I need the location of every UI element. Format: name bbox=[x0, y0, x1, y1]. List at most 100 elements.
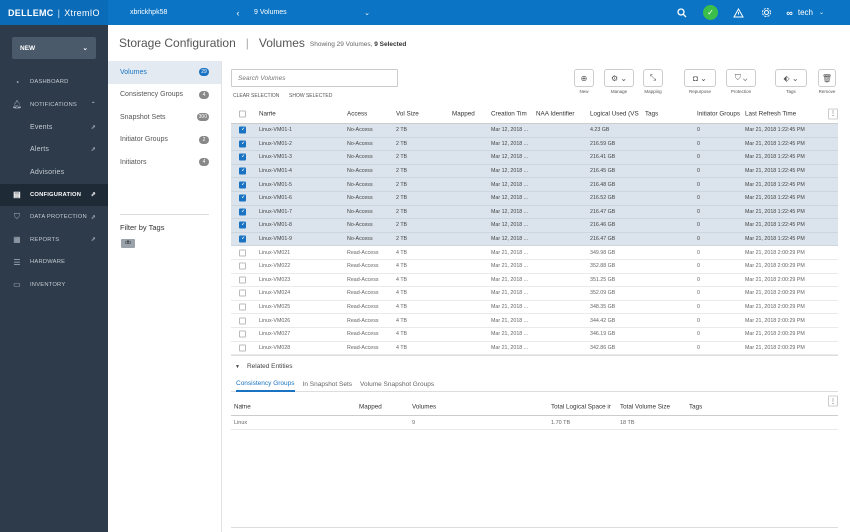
row-checkbox[interactable] bbox=[239, 249, 246, 257]
table-row[interactable]: Linux-VM027 Read-Access 4 TB Mar 21, 2018 .… bbox=[231, 328, 838, 342]
table-row[interactable]: Linux-VM025 Read-Access 4 TB Mar 21, 2018 .… bbox=[231, 301, 838, 315]
row-checkbox[interactable] bbox=[239, 276, 246, 284]
row-checkbox[interactable]: ✓ bbox=[239, 140, 246, 148]
obj-volumes[interactable]: Volumes 29 bbox=[108, 61, 221, 84]
select-all-checkbox[interactable] bbox=[239, 110, 246, 117]
row-checkbox[interactable]: ✓ bbox=[239, 181, 246, 189]
nav-inventory[interactable]: ▭ INVENTORY bbox=[0, 274, 108, 297]
row-checkbox[interactable]: ✓ bbox=[239, 235, 246, 243]
external-link-icon[interactable]: ⇗ bbox=[90, 237, 96, 244]
col-last-refresh[interactable]: Last Refresh Time bbox=[745, 110, 797, 117]
obj-snapshot-sets[interactable]: Snapshot Sets 300 bbox=[108, 106, 221, 129]
table-row[interactable]: Linux-VM023 Read-Access 4 TB Mar 21, 2018 .… bbox=[231, 274, 838, 288]
col-creation-time[interactable]: Creation Tim bbox=[491, 110, 527, 117]
volume-selector[interactable]: 9 Volumes ⌄ bbox=[248, 9, 378, 17]
col-volumes[interactable]: Volumes bbox=[412, 403, 437, 411]
row-checkbox[interactable] bbox=[239, 289, 246, 297]
repurpose-button[interactable]: ◘ ⌄ Repurpose bbox=[684, 69, 716, 94]
row-checkbox[interactable]: ✓ bbox=[239, 208, 246, 216]
kebab-menu-icon[interactable]: ⋮ bbox=[828, 395, 838, 407]
new-button[interactable]: NEW ⌄ bbox=[12, 37, 96, 59]
table-row[interactable]: ✓ Linux-VM01-7 No-Access 2 TB Mar 12, 2018 .… bbox=[231, 205, 838, 220]
row-checkbox[interactable] bbox=[239, 262, 246, 270]
col-total-volume-size[interactable]: Total Volume Size bbox=[620, 403, 671, 411]
nav-configuration[interactable]: ▤ CONFIGURATION ⇗ bbox=[0, 183, 108, 206]
brand-logo[interactable]: DELLEMC | XtremIO bbox=[0, 0, 108, 25]
row-checkbox[interactable]: ✓ bbox=[239, 194, 246, 202]
table-row[interactable]: Linux-VM026 Read-Access 4 TB Mar 21, 2018 .… bbox=[231, 314, 838, 328]
cluster-name[interactable]: xbrickhpk58 bbox=[130, 9, 168, 16]
obj-initiator-groups[interactable]: Initiator Groups 2 bbox=[108, 129, 221, 152]
table-row[interactable]: ✓ Linux-VM01-9 No-Access 2 TB Mar 12, 2018 .… bbox=[231, 232, 838, 247]
row-checkbox[interactable] bbox=[239, 330, 246, 338]
col-naa-identifier[interactable]: NAA Identifier bbox=[536, 110, 575, 117]
col-name[interactable]: Name bbox=[259, 110, 276, 117]
mapping-button[interactable]: ⤡ Mapping bbox=[643, 69, 663, 94]
user-menu[interactable]: ∞ tech ⌄ bbox=[780, 8, 850, 18]
table-row[interactable]: Linux-VM021 Read-Access 4 TB Mar 21, 2018 .… bbox=[231, 246, 838, 260]
col-name[interactable]: Name bbox=[234, 403, 251, 411]
table-row[interactable]: ✓ Linux-VM01-5 No-Access 2 TB Mar 12, 2018 .… bbox=[231, 178, 838, 192]
related-entities-header[interactable]: ▼ Related Entities bbox=[231, 355, 838, 377]
external-link-icon[interactable]: ⇗ bbox=[90, 124, 96, 131]
table-row[interactable]: Linux-VM024 Read-Access 4 TB Mar 21, 2018 .… bbox=[231, 287, 838, 301]
nav-advisories[interactable]: Advisories bbox=[0, 161, 108, 184]
table-row[interactable]: Linux-VM022 Read-Access 4 TB Mar 21, 2018 .… bbox=[231, 260, 838, 274]
row-checkbox[interactable] bbox=[239, 317, 246, 325]
nav-hardware[interactable]: ☰ HARDWARE bbox=[0, 251, 108, 274]
kebab-menu-icon[interactable]: ⋮ bbox=[828, 108, 838, 119]
external-link-icon[interactable]: ⇗ bbox=[90, 214, 96, 221]
tab-consistency-groups[interactable]: Consistency Groups bbox=[236, 377, 295, 392]
nav-alerts[interactable]: Alerts ⇗ bbox=[0, 139, 108, 162]
nav-notifications[interactable]: 🔔︎ NOTIFICATIONS ⌃ bbox=[0, 94, 108, 117]
external-link-icon[interactable]: ⇗ bbox=[90, 192, 96, 199]
col-initiator-groups[interactable]: Initiator Groups bbox=[697, 110, 741, 117]
nav-dashboard[interactable]: ◔ DASHBOARD bbox=[0, 71, 108, 94]
clear-selection-link[interactable]: CLEAR SELECTION bbox=[233, 93, 280, 99]
col-tags[interactable]: Tags bbox=[689, 403, 703, 411]
health-status-button[interactable]: ✓ bbox=[696, 0, 724, 25]
warning-icon[interactable] bbox=[724, 0, 752, 25]
col-total-logical-space[interactable]: Total Logical Space ir bbox=[551, 403, 611, 411]
table-row[interactable]: ✓ Linux-VM01-6 No-Access 2 TB Mar 12, 2018 .… bbox=[231, 191, 838, 206]
row-checkbox[interactable]: ✓ bbox=[239, 167, 246, 175]
chevron-left-icon[interactable]: ‹ bbox=[236, 7, 240, 18]
tab-in-snapshot-sets[interactable]: In Snapshot Sets bbox=[302, 381, 353, 388]
row-checkbox[interactable]: ✓ bbox=[239, 126, 246, 134]
table-row[interactable]: ✓ Linux-VM01-3 No-Access 2 TB Mar 12, 2018 .… bbox=[231, 151, 838, 165]
table-row[interactable]: ✓ Linux-VM01-4 No-Access 2 TB Mar 12, 2018 .… bbox=[231, 164, 838, 179]
remove-button[interactable]: 🗑︎ Remove bbox=[818, 69, 836, 94]
protection-button[interactable]: ⛉ ⌄ Protection bbox=[726, 69, 756, 94]
nav-data-protection[interactable]: ⛉ DATA PROTECTION ⇗ bbox=[0, 206, 108, 229]
cell-initiator-groups: 0 bbox=[697, 276, 700, 283]
table-row[interactable]: ✓ Linux-VM01-8 No-Access 2 TB Mar 12, 2018 .… bbox=[231, 219, 838, 233]
show-selected-link[interactable]: SHOW SELECTED bbox=[289, 93, 333, 99]
col-tags[interactable]: Tags bbox=[645, 110, 659, 117]
search-icon[interactable] bbox=[668, 0, 696, 25]
row-checkbox[interactable]: ✓ bbox=[239, 221, 246, 229]
table-row[interactable]: ✓ Linux-VM01-2 No-Access 2 TB Mar 12, 2018 .… bbox=[231, 137, 838, 152]
obj-consistency-groups[interactable]: Consistency Groups 4 bbox=[108, 84, 221, 107]
col-mapped[interactable]: Mapped bbox=[452, 110, 475, 117]
row-checkbox[interactable] bbox=[239, 303, 246, 311]
table-row[interactable]: Linux-VM028 Read-Access 4 TB Mar 21, 2018 .… bbox=[231, 342, 838, 356]
manage-button[interactable]: ⚙ ⌄ Manage bbox=[604, 69, 634, 94]
tab-volume-snapshot-groups[interactable]: Volume Snapshot Groups bbox=[360, 381, 435, 388]
table-row[interactable]: Linux 9 1.70 TB 18 TB bbox=[231, 416, 838, 430]
search-input[interactable] bbox=[231, 69, 398, 87]
row-checkbox[interactable] bbox=[239, 344, 246, 352]
nav-events[interactable]: Events ⇗ bbox=[0, 116, 108, 139]
row-checkbox[interactable]: ✓ bbox=[239, 153, 246, 161]
col-mapped[interactable]: Mapped bbox=[359, 403, 382, 411]
table-row[interactable]: ✓ Linux-VM01-1 No-Access 2 TB Mar 12, 2018 .… bbox=[231, 124, 838, 138]
new-volume-button[interactable]: ⊕ New bbox=[574, 69, 594, 94]
nav-reports[interactable]: ▦ REPORTS ⇗ bbox=[0, 229, 108, 252]
gear-icon[interactable] bbox=[752, 0, 780, 25]
col-access[interactable]: Access bbox=[347, 110, 368, 117]
obj-initiators[interactable]: Initiators 4 bbox=[108, 151, 221, 174]
col-logical-used[interactable]: Logical Used (VS bbox=[590, 110, 639, 117]
col-vol-size[interactable]: Vol Size bbox=[396, 110, 419, 117]
external-link-icon[interactable]: ⇗ bbox=[90, 147, 96, 154]
tag-chip-db[interactable]: db bbox=[121, 238, 135, 248]
tags-button[interactable]: ⬖ ⌄ Tags bbox=[775, 69, 807, 94]
